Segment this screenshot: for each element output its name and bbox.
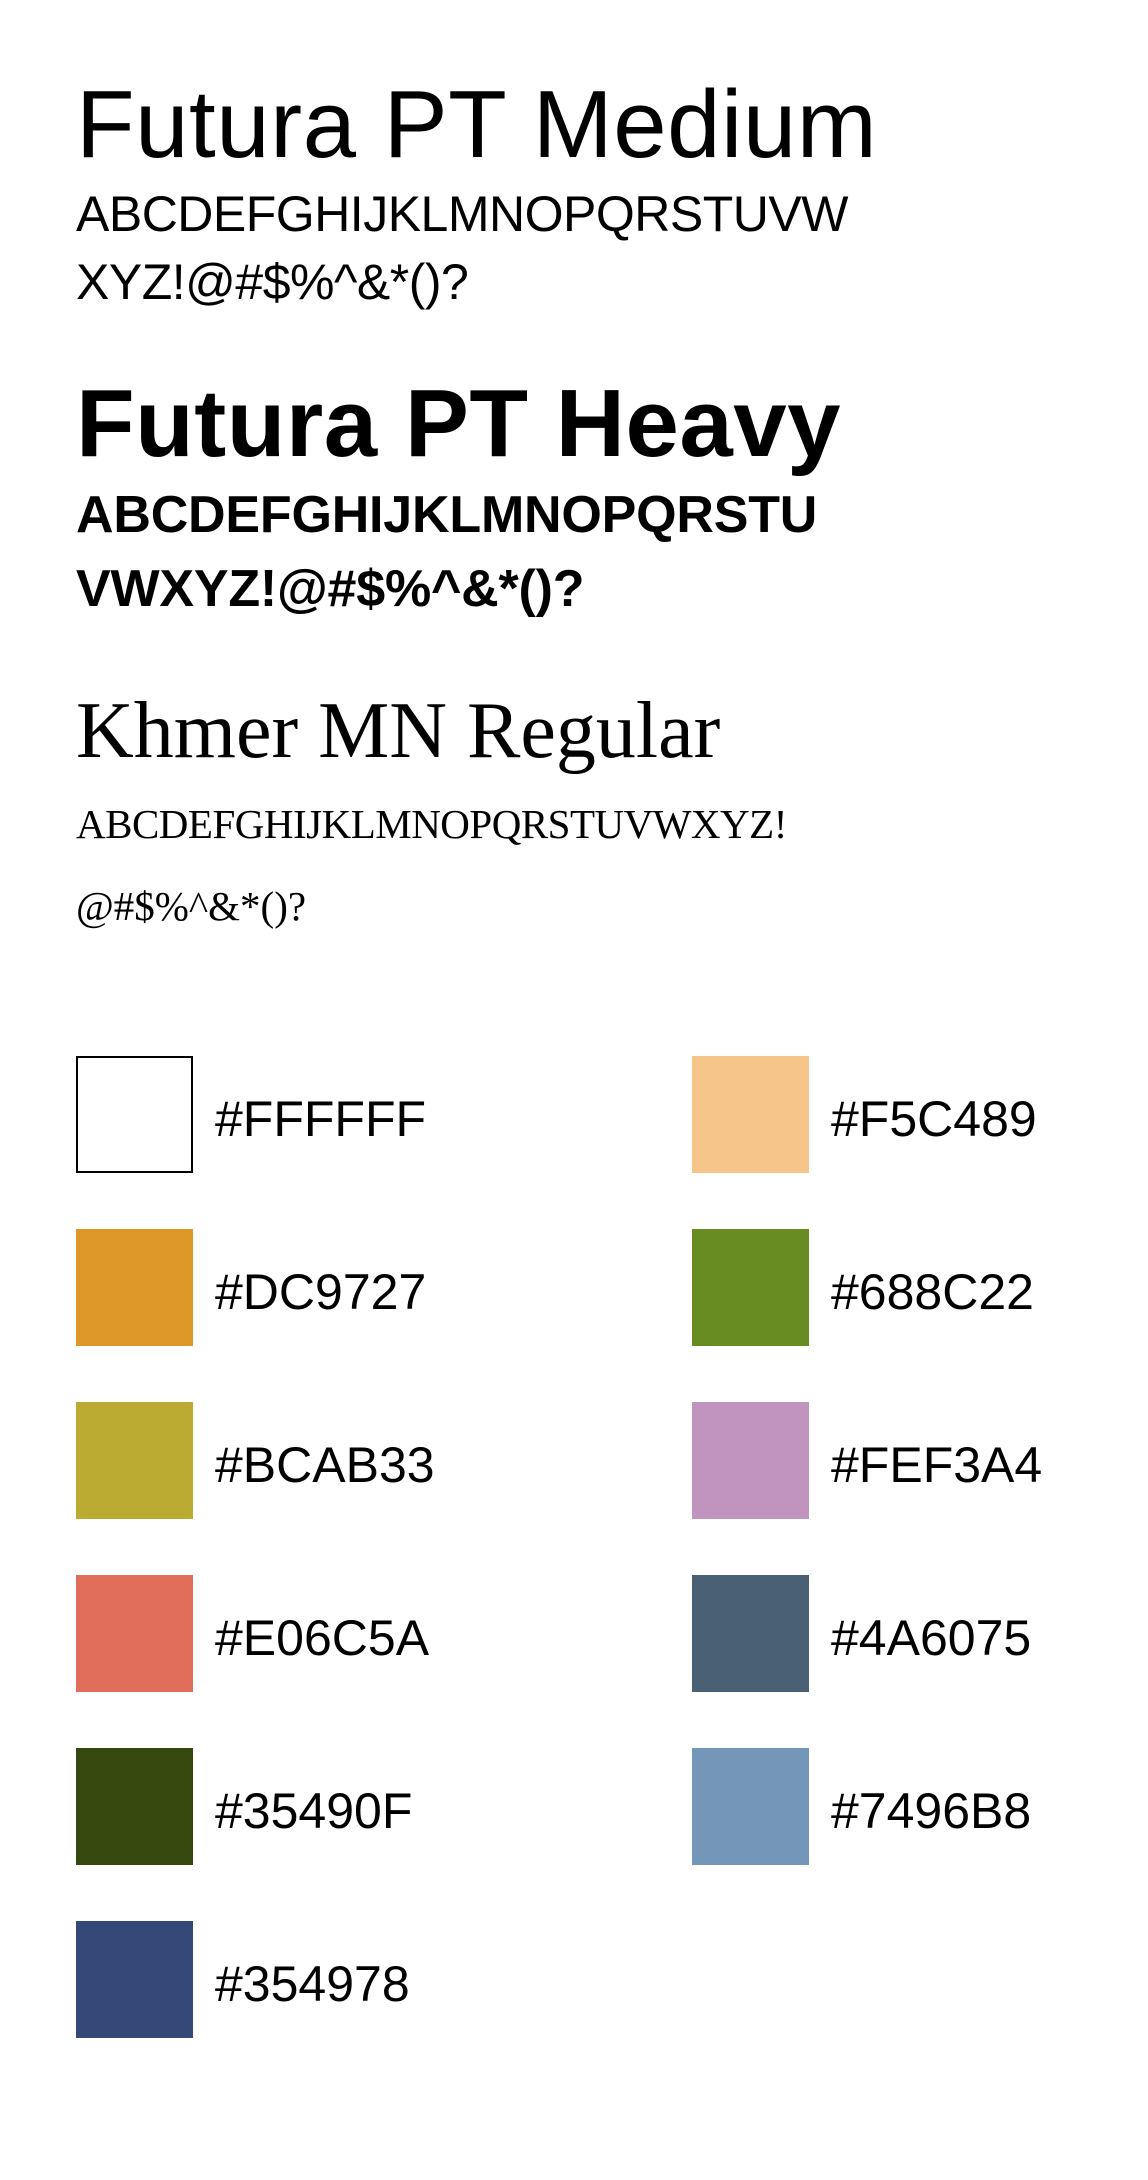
color-swatch: #FFFFFF bbox=[76, 1056, 426, 1173]
swatch-hex-label: #354978 bbox=[215, 1955, 410, 2012]
glyph-line: ABCDEFGHIJKLMNOPQRSTUVWXYZ! bbox=[76, 801, 787, 847]
color-swatch: #7496B8 bbox=[692, 1748, 1031, 1865]
font-sample-futura-medium: Futura PT Medium ABCDEFGHIJKLMNOPQRSTUVW… bbox=[76, 70, 877, 316]
swatch-hex-label: #F5C489 bbox=[831, 1090, 1037, 1147]
color-swatch: #BCAB33 bbox=[76, 1402, 435, 1519]
glyph-line: ABCDEFGHIJKLMNOPQRSTU bbox=[76, 486, 818, 544]
swatch-color-box bbox=[692, 1056, 809, 1173]
color-swatch: #DC9727 bbox=[76, 1229, 426, 1346]
swatch-hex-label: #FFFFFF bbox=[215, 1090, 427, 1147]
glyph-line: ABCDEFGHIJKLMNOPQRSTUVW bbox=[76, 186, 848, 242]
color-swatch: #F5C489 bbox=[692, 1056, 1037, 1173]
swatch-color-box bbox=[76, 1748, 193, 1865]
swatch-hex-label: #4A6075 bbox=[831, 1609, 1032, 1666]
font-sample-khmer-mn: Khmer MN Regular ABCDEFGHIJKLMNOPQRSTUVW… bbox=[76, 680, 787, 934]
font-name-khmer-mn: Khmer MN Regular bbox=[76, 687, 721, 775]
swatch-hex-label: #35490F bbox=[215, 1782, 413, 1839]
swatch-color-box bbox=[692, 1402, 809, 1519]
swatch-hex-label: #DC9727 bbox=[215, 1263, 427, 1320]
swatch-color-box bbox=[76, 1921, 193, 2038]
color-swatch: #688C22 bbox=[692, 1229, 1034, 1346]
color-swatch: #35490F bbox=[76, 1748, 412, 1865]
swatch-hex-label: #BCAB33 bbox=[215, 1436, 435, 1493]
swatch-color-box bbox=[76, 1056, 193, 1173]
swatch-hex-label: #7496B8 bbox=[831, 1782, 1032, 1839]
color-swatch: #E06C5A bbox=[76, 1575, 429, 1692]
font-sample-futura-heavy: Futura PT Heavy ABCDEFGHIJKLMNOPQRSTU VW… bbox=[76, 370, 841, 626]
swatch-hex-label: #688C22 bbox=[831, 1263, 1034, 1320]
swatch-color-box bbox=[76, 1402, 193, 1519]
glyph-line: XYZ!@#$%^&*()? bbox=[76, 254, 469, 310]
swatch-hex-label: #FEF3A4 bbox=[831, 1436, 1043, 1493]
glyph-line: VWXYZ!@#$%^&*()? bbox=[76, 560, 585, 618]
glyph-line: @#$%^&*()? bbox=[76, 883, 307, 929]
font-name-futura-medium: Futura PT Medium bbox=[76, 71, 878, 178]
swatch-color-box bbox=[692, 1575, 809, 1692]
color-swatch: #FEF3A4 bbox=[692, 1402, 1042, 1519]
font-name-futura-heavy: Futura PT Heavy bbox=[76, 370, 842, 477]
color-swatch: #4A6075 bbox=[692, 1575, 1031, 1692]
swatch-color-box bbox=[76, 1229, 193, 1346]
swatch-color-box bbox=[692, 1748, 809, 1865]
swatch-color-box bbox=[76, 1575, 193, 1692]
swatch-hex-label: #E06C5A bbox=[215, 1609, 430, 1666]
color-swatch: #354978 bbox=[76, 1921, 410, 2038]
swatch-color-box bbox=[692, 1229, 809, 1346]
